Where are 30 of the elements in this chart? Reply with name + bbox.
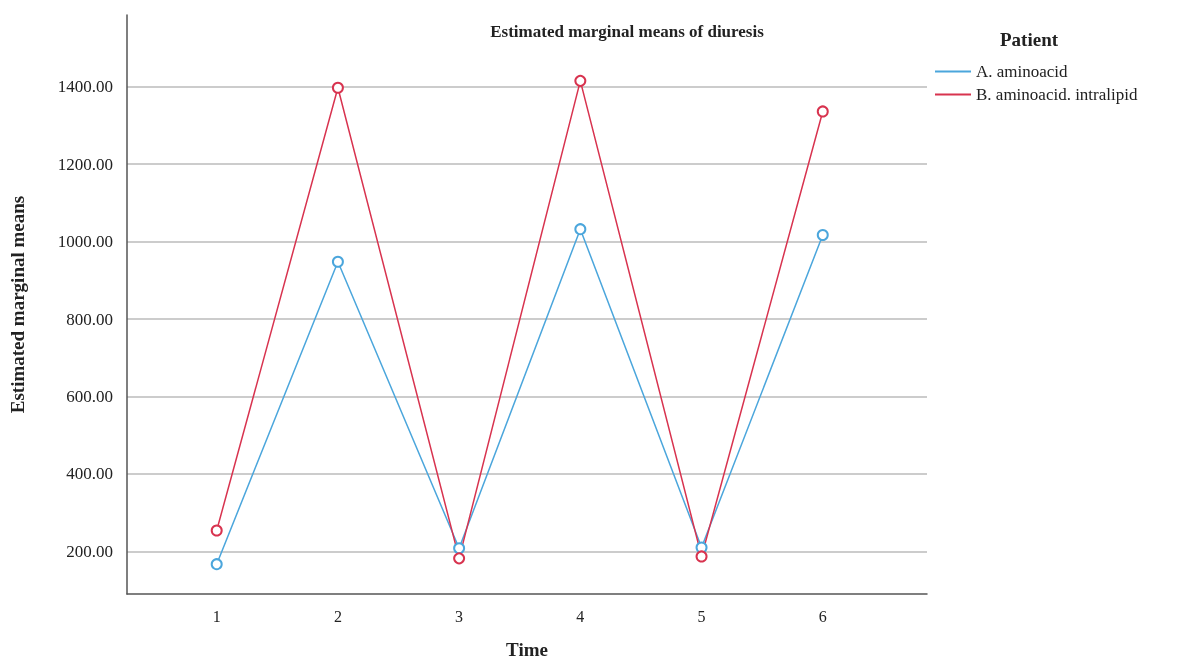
y-tick-label: 800.00	[66, 309, 113, 329]
x-tick-label: 2	[333, 607, 342, 625]
legend-title: Patient	[1000, 29, 1059, 50]
point	[453, 542, 466, 555]
x-tick-label: 1	[212, 607, 221, 625]
x-tick-label: 3	[455, 607, 464, 625]
point	[695, 550, 708, 563]
point	[574, 74, 587, 87]
x-tick-label: 6	[818, 607, 827, 625]
chart-title: Estimated marginal means of diuresis	[490, 22, 765, 41]
y-axis-title: Estimated marginal means	[7, 195, 28, 414]
point	[210, 524, 223, 537]
x-tick-label: 4	[576, 607, 585, 625]
y-tick-label: 1200.00	[57, 154, 113, 174]
point	[331, 255, 344, 268]
y-tick-label: 400.00	[66, 464, 113, 484]
point	[574, 223, 587, 236]
y-tick-label: 200.00	[66, 541, 113, 561]
point	[453, 552, 466, 565]
point	[816, 228, 829, 241]
y-tick-label: 1000.00	[57, 232, 113, 252]
point	[210, 558, 223, 571]
point	[331, 81, 344, 94]
x-tick-label: 5	[697, 607, 706, 625]
point	[816, 105, 829, 118]
y-tick-label: 1400.00	[57, 77, 113, 97]
legend-label: A. aminoacid	[976, 62, 1069, 81]
y-tick-label: 600.00	[66, 386, 113, 406]
x-axis-title: Time	[506, 639, 548, 660]
legend-label: B. aminoacid. intralipid	[976, 85, 1138, 104]
